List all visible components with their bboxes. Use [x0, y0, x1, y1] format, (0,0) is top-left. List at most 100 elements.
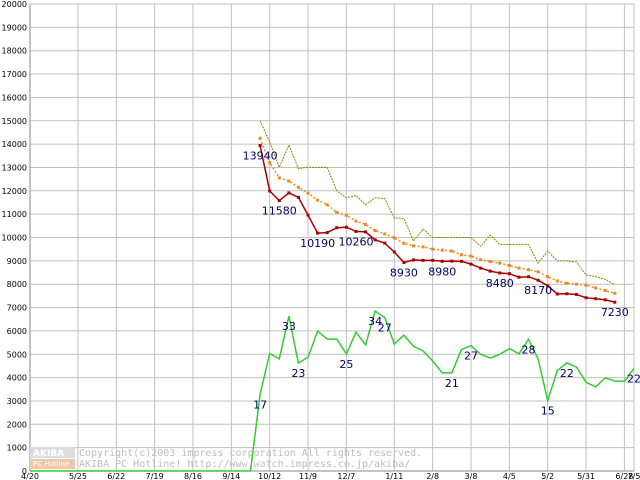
series-1-point	[498, 261, 502, 265]
series-0-point	[373, 238, 377, 242]
series-1-point	[574, 282, 578, 286]
x-tick-label: 5/2	[541, 472, 554, 480]
series-0-point	[536, 278, 540, 282]
akiba-logo-top	[30, 447, 75, 458]
series-0-point	[565, 292, 569, 296]
series-0-point	[507, 272, 511, 276]
series-0-point	[287, 191, 291, 195]
series-1-point	[440, 248, 444, 252]
y-tick-label: 6000	[7, 327, 27, 336]
series-1-point	[316, 198, 320, 202]
y-tick-label: 12000	[2, 187, 27, 196]
y-axis-ticks: 0 1000 2000 3000 4000 5000 6000 7000 8000 9000 100…	[2, 0, 27, 476]
series-1-point	[373, 228, 377, 232]
y-tick-label: 5000	[7, 350, 27, 359]
x-tick-label: 11/9	[299, 472, 317, 480]
series-1-point	[364, 222, 368, 226]
series-1-point	[507, 264, 511, 268]
series-1-point	[479, 258, 483, 262]
copyright-line: Copyright(c)2003 impress corporation All…	[79, 448, 422, 459]
series-0-point	[354, 229, 358, 233]
y-tick-label: 0	[22, 467, 27, 476]
series-0-line	[259, 145, 615, 303]
series-layer	[30, 120, 635, 472]
data-label: 27	[464, 350, 478, 363]
series-1-line	[259, 138, 616, 295]
data-label: 28	[522, 343, 536, 356]
data-label: 8480	[486, 277, 514, 290]
y-tick-label: 10000	[2, 234, 27, 243]
series-0-point	[440, 259, 444, 263]
data-label: 8980	[428, 265, 456, 278]
data-label: 8170	[524, 284, 552, 297]
series-1-point	[603, 289, 607, 293]
series-1-point	[287, 179, 291, 183]
series-1-point	[421, 245, 425, 249]
x-tick-label: 5/25	[69, 472, 87, 480]
series-0-point	[546, 284, 550, 288]
series-0-point	[450, 259, 454, 263]
series-0-point	[335, 226, 339, 230]
y-tick-label: 16000	[2, 93, 27, 102]
series-1-point	[296, 185, 300, 189]
series-1-point	[565, 281, 569, 285]
series-1-point	[306, 191, 310, 195]
y-tick-label: 3000	[7, 397, 27, 406]
y-tick-label: 18000	[2, 47, 27, 56]
series-0-point	[325, 231, 329, 235]
series-3-group	[30, 309, 635, 472]
data-label: 8930	[390, 266, 418, 279]
x-tick-label: 7/19	[146, 472, 164, 480]
y-tick-label: 14000	[2, 140, 27, 149]
x-tick-label: 7/5	[628, 472, 640, 480]
series-0-point	[488, 269, 492, 273]
series-0-point	[498, 271, 502, 275]
y-tick-label: 19000	[2, 23, 27, 32]
x-tick-label: 3/8	[465, 472, 478, 480]
logo-bottom-text: PC Hotline	[33, 460, 69, 468]
data-label: 11580	[262, 205, 297, 218]
logo-top-text: AKIBA	[33, 449, 64, 459]
x-tick-label: 8/16	[184, 472, 202, 480]
series-0-point	[402, 260, 406, 264]
series-0-point	[344, 225, 348, 229]
series-1-group	[258, 136, 617, 295]
series-0-point	[364, 230, 368, 234]
series-0-point	[268, 189, 272, 193]
series-0-point	[383, 241, 387, 245]
series-0-point	[431, 258, 435, 262]
x-tick-label: 6/28	[615, 472, 633, 480]
series-1-point	[431, 247, 435, 251]
data-label: 22	[627, 372, 640, 385]
series-0-point	[392, 250, 396, 254]
series-1-point	[325, 203, 329, 207]
series-1-point	[354, 219, 358, 223]
series-1-point	[527, 268, 531, 272]
x-tick-label: 10/12	[258, 472, 281, 480]
data-label: 34	[368, 315, 382, 328]
series-2-line	[259, 120, 616, 286]
series-3-line	[30, 309, 635, 472]
y-tick-label: 15000	[2, 117, 27, 126]
data-label: 15	[541, 404, 555, 417]
grid	[29, 3, 635, 472]
series-1-point	[488, 260, 492, 264]
data-label: 25	[339, 358, 353, 371]
series-1-point	[555, 279, 559, 283]
series-1-point	[268, 161, 272, 165]
series-1-point	[536, 270, 540, 274]
series-0-point	[258, 144, 262, 148]
x-tick-label: 2/8	[426, 472, 439, 480]
y-tick-label: 4000	[7, 374, 27, 383]
series-0-point	[479, 266, 483, 270]
x-tick-label: 1/11	[385, 472, 403, 480]
data-label: 10260	[338, 235, 373, 248]
series-1-point	[459, 253, 463, 257]
series-0-point	[574, 292, 578, 296]
series-1-point	[450, 249, 454, 253]
series-0-point	[459, 259, 463, 263]
data-label: 7230	[601, 306, 629, 319]
x-axis-ticks: 4/20 5/25 6/22 7/19 8/16 9/14 10/12 11/9 12/7 1/1…	[21, 472, 640, 480]
y-tick-label: 9000	[7, 257, 27, 266]
